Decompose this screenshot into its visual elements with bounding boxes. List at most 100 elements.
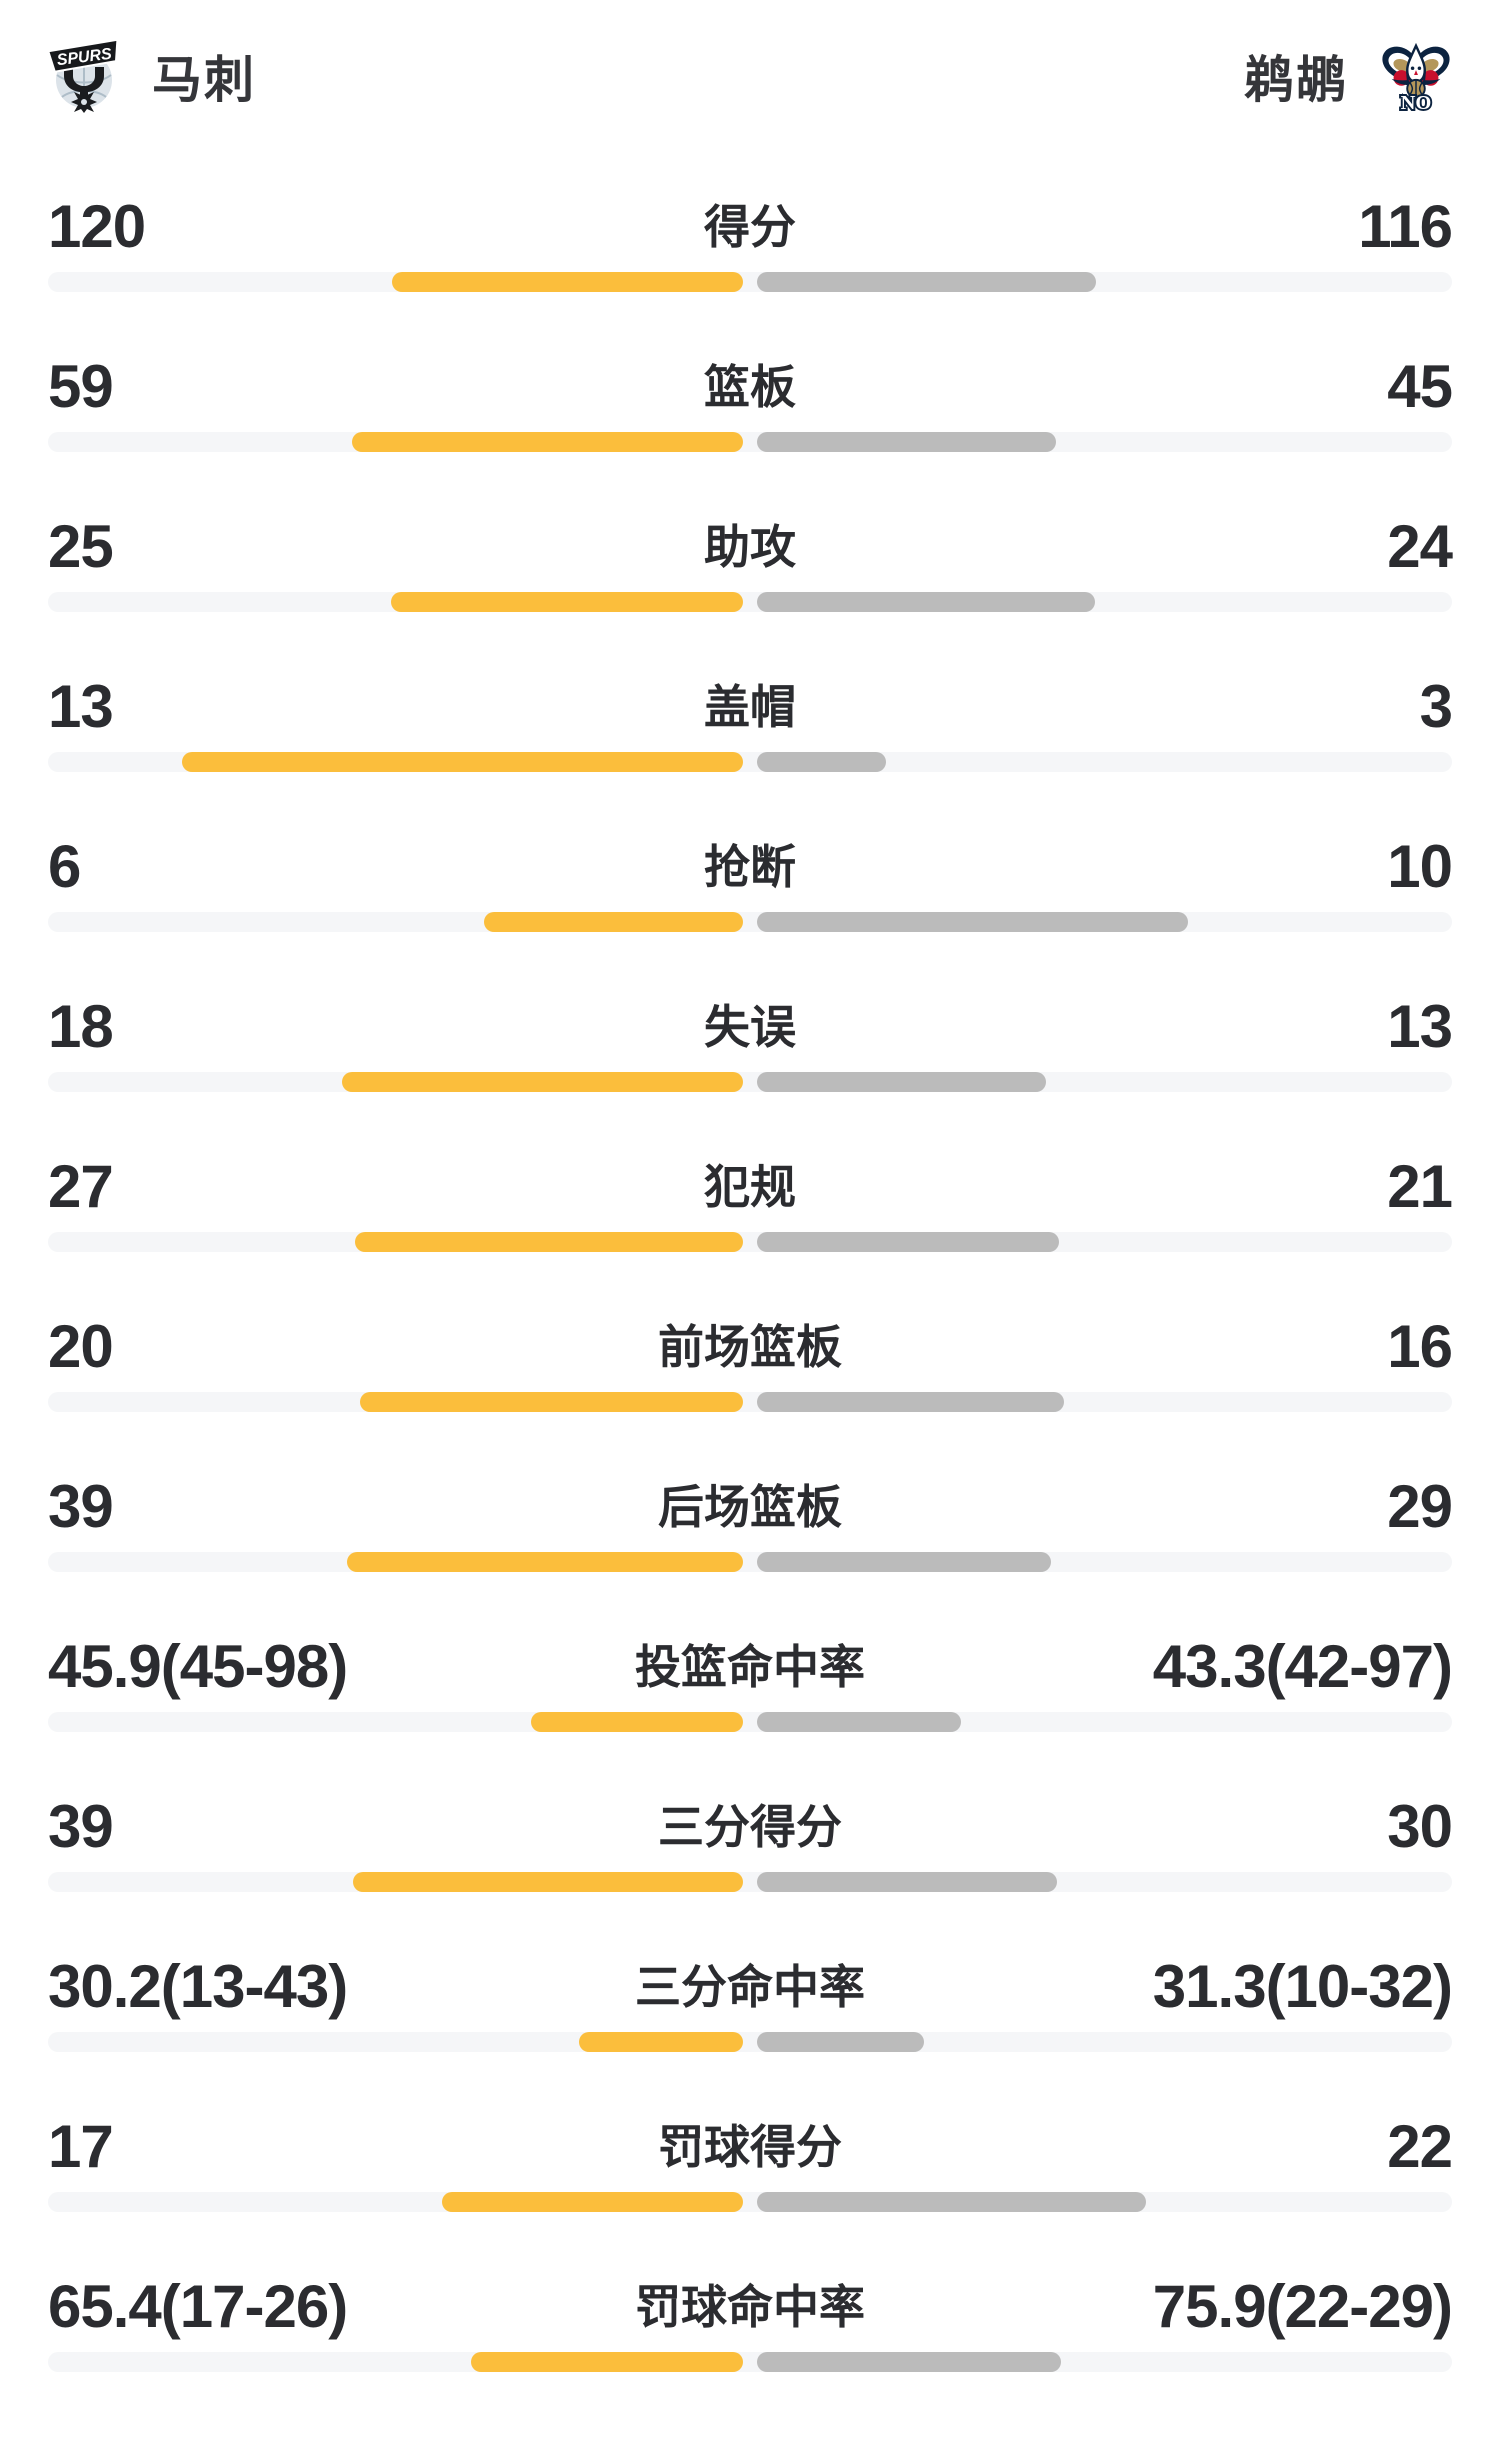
home-team-bar (347, 1552, 743, 1572)
stat-label: 投篮命中率 (635, 1641, 865, 1693)
stat-row: 39 三分得分 30 (0, 1786, 1500, 1946)
away-team-value: 45 (1387, 353, 1453, 420)
stat-row: 18 失误 13 (0, 986, 1500, 1146)
stat-row: 120 得分 116 (0, 186, 1500, 346)
away-team-bar (757, 432, 1056, 452)
home-team-bar (342, 1072, 743, 1092)
away-team-bar (757, 2352, 1061, 2372)
away-team-value: 22 (1387, 2113, 1453, 2180)
stat-row: 65.4(17-26) 罚球命中率 75.9(22-29) (0, 2266, 1500, 2426)
stat-label: 助攻 (704, 521, 796, 573)
away-team-bar (757, 2032, 924, 2052)
stat-bar-track (48, 1392, 1452, 1412)
away-team-value: 24 (1387, 513, 1453, 580)
home-team-value: 30.2(13-43) (48, 1953, 348, 2020)
stat-bar-track (48, 1072, 1452, 1092)
away-team-bar (757, 752, 886, 772)
home-team-bar (392, 272, 743, 292)
home-team-bar (471, 2352, 743, 2372)
stat-row: 39 后场篮板 29 (0, 1466, 1500, 1626)
stat-bar-track (48, 592, 1452, 612)
stat-bar-track (48, 2192, 1452, 2212)
home-team-bar (353, 1872, 743, 1892)
away-team-value: 116 (1358, 193, 1453, 260)
home-team-name: 马刺 (152, 52, 256, 108)
stat-label: 三分得分 (658, 1801, 842, 1853)
away-team-bar (757, 1712, 961, 1732)
away-team-bar (757, 912, 1188, 932)
away-team-bar (757, 1872, 1057, 1892)
home-team-bar (579, 2032, 743, 2052)
away-team-value: 21 (1387, 1153, 1453, 1220)
home-team-value: 25 (48, 513, 114, 580)
home-team-value: 27 (48, 1153, 114, 1220)
stat-label: 罚球命中率 (635, 2281, 865, 2333)
home-team-value: 65.4(17-26) (48, 2273, 348, 2340)
home-team: SPURS 马刺 (46, 39, 256, 113)
stat-label: 前场篮板 (658, 1321, 842, 1373)
pelicans-logo-icon: NO (1382, 42, 1450, 113)
away-team-bar (757, 2192, 1146, 2212)
stat-row: 20 前场篮板 16 (0, 1306, 1500, 1466)
home-team-value: 6 (48, 833, 81, 900)
stat-bar-track (48, 912, 1452, 932)
stat-row: 30.2(13-43) 三分命中率 31.3(10-32) (0, 1946, 1500, 2106)
stat-label: 篮板 (704, 361, 796, 413)
match-header: SPURS 马刺 鹈鹕 (0, 38, 1500, 114)
stat-label: 罚球得分 (658, 2121, 842, 2173)
home-team-value: 13 (48, 673, 114, 740)
home-team-bar (360, 1392, 743, 1412)
home-team-bar (484, 912, 743, 932)
stat-row: 13 盖帽 3 (0, 666, 1500, 826)
pelicans-wordmark: NO (1401, 92, 1432, 113)
away-team-value: 30 (1387, 1793, 1453, 1860)
stat-bar-track (48, 1552, 1452, 1572)
away-team-bar (757, 1552, 1051, 1572)
away-team-value: 43.3(42-97) (1152, 1633, 1453, 1700)
away-team: 鹈鹕 (1244, 39, 1454, 113)
home-team-value: 20 (48, 1313, 114, 1380)
stat-bar-track (48, 2032, 1452, 2052)
home-team-bar (442, 2192, 743, 2212)
stat-label: 犯规 (704, 1161, 796, 1213)
away-team-value: 13 (1387, 993, 1453, 1060)
stat-row: 17 罚球得分 22 (0, 2106, 1500, 2266)
stat-label: 抢断 (704, 841, 796, 893)
stat-label: 得分 (704, 201, 796, 253)
away-team-value: 10 (1387, 833, 1453, 900)
stat-label: 失误 (704, 1001, 796, 1053)
stat-row: 6 抢断 10 (0, 826, 1500, 986)
stat-bar-track (48, 1232, 1452, 1252)
stat-row: 25 助攻 24 (0, 506, 1500, 666)
away-team-name: 鹈鹕 (1244, 52, 1348, 108)
away-team-bar (757, 272, 1096, 292)
spurs-wordmark: SPURS (56, 46, 113, 70)
stat-label: 盖帽 (704, 681, 796, 733)
home-team-value: 39 (48, 1793, 114, 1860)
home-team-value: 59 (48, 353, 114, 420)
stat-row: 45.9(45-98) 投篮命中率 43.3(42-97) (0, 1626, 1500, 1786)
away-team-bar (757, 1072, 1046, 1092)
home-team-value: 17 (48, 2113, 114, 2180)
home-team-bar (355, 1232, 743, 1252)
home-team-bar (352, 432, 743, 452)
stat-row: 27 犯规 21 (0, 1146, 1500, 1306)
stat-label: 后场篮板 (658, 1481, 842, 1533)
home-team-bar (531, 1712, 743, 1732)
stat-bar-track (48, 432, 1452, 452)
away-team-value: 75.9(22-29) (1152, 2273, 1453, 2340)
stat-bar-track (48, 272, 1452, 292)
stat-bar-track (48, 1872, 1452, 1892)
team-stats-comparison: 120 得分 116 59 篮板 45 25 助攻 24 (0, 186, 1500, 2426)
stat-bar-track (48, 752, 1452, 772)
stat-bar-track (48, 2352, 1452, 2372)
away-team-value: 16 (1387, 1313, 1453, 1380)
home-team-bar (182, 752, 743, 772)
away-team-value: 31.3(10-32) (1152, 1953, 1453, 2020)
stat-bar-track (48, 1712, 1452, 1732)
spurs-logo-icon: SPURS (46, 39, 119, 113)
stat-label: 三分命中率 (635, 1961, 865, 2013)
home-team-value: 120 (48, 193, 146, 260)
home-team-value: 45.9(45-98) (48, 1633, 348, 1700)
away-team-value: 3 (1419, 673, 1453, 740)
